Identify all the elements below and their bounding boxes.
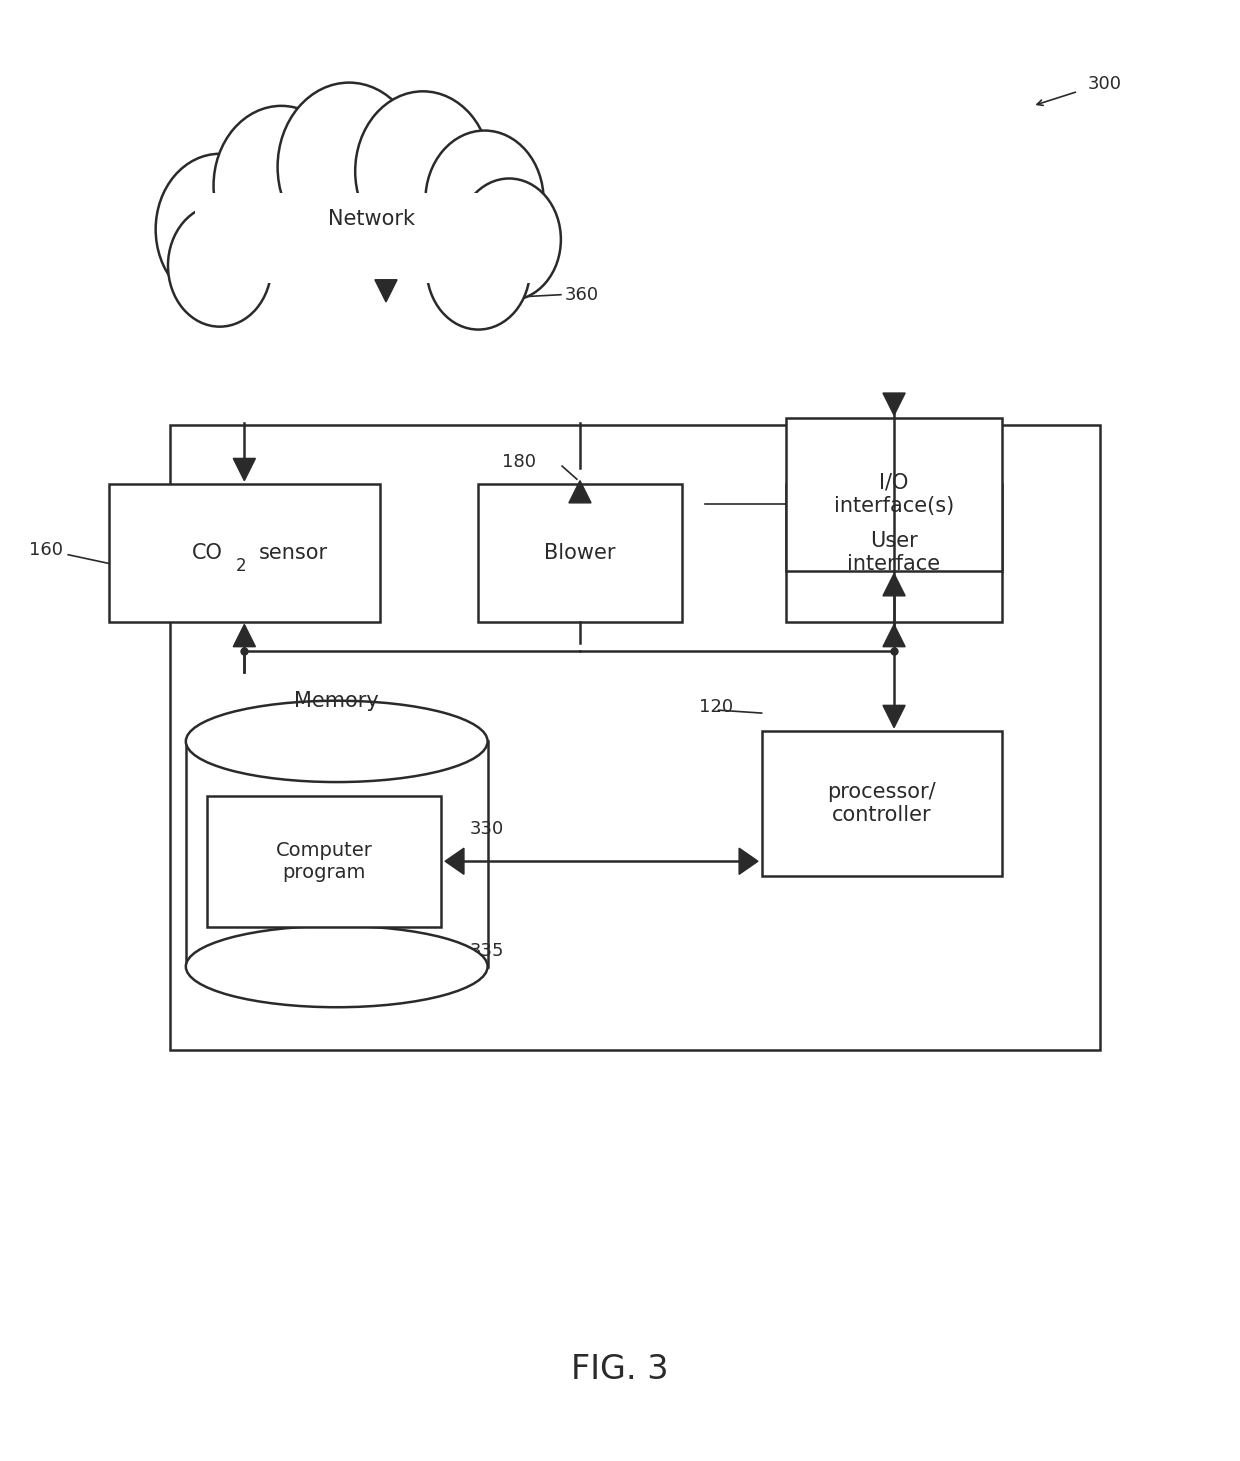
Circle shape: [156, 153, 284, 305]
Text: Memory: Memory: [294, 691, 379, 710]
Text: 350: 350: [641, 494, 676, 511]
Bar: [786, 418, 1002, 571]
Circle shape: [425, 130, 543, 270]
Bar: [761, 730, 1002, 875]
Text: CO: CO: [192, 542, 223, 562]
Text: processor/
controller: processor/ controller: [827, 782, 936, 824]
Text: 360: 360: [564, 286, 599, 304]
Polygon shape: [233, 459, 255, 481]
Circle shape: [278, 83, 420, 251]
Text: 180: 180: [502, 453, 536, 470]
Polygon shape: [374, 279, 397, 302]
Text: 335: 335: [470, 942, 505, 960]
Bar: [186, 741, 487, 967]
Circle shape: [167, 205, 272, 327]
Polygon shape: [883, 393, 905, 415]
Text: 170: 170: [916, 453, 951, 470]
Text: 160: 160: [30, 542, 63, 560]
Polygon shape: [739, 849, 758, 874]
Text: FIG. 3: FIG. 3: [572, 1353, 668, 1386]
Polygon shape: [233, 624, 255, 647]
Bar: [786, 484, 1002, 621]
Bar: [170, 425, 1100, 1050]
Text: User
interface: User interface: [847, 530, 941, 574]
Circle shape: [427, 207, 529, 330]
Text: Network: Network: [327, 209, 414, 229]
Text: Blower: Blower: [544, 542, 616, 562]
Text: sensor: sensor: [259, 542, 329, 562]
Polygon shape: [883, 624, 905, 647]
Bar: [109, 484, 379, 621]
Circle shape: [458, 178, 560, 301]
Polygon shape: [883, 706, 905, 728]
Text: 2: 2: [236, 557, 246, 574]
Polygon shape: [569, 481, 591, 503]
Text: I/O
interface(s): I/O interface(s): [835, 473, 954, 516]
Circle shape: [355, 92, 491, 251]
Bar: [207, 796, 441, 926]
Polygon shape: [883, 574, 905, 596]
Bar: [195, 193, 533, 283]
Polygon shape: [445, 849, 464, 874]
Text: 330: 330: [470, 820, 503, 839]
Text: 300: 300: [1087, 75, 1122, 94]
Text: Computer
program: Computer program: [277, 840, 373, 882]
Ellipse shape: [186, 701, 487, 782]
Text: 120: 120: [699, 698, 733, 716]
Circle shape: [213, 105, 348, 266]
Bar: [479, 484, 682, 621]
Ellipse shape: [186, 926, 487, 1007]
